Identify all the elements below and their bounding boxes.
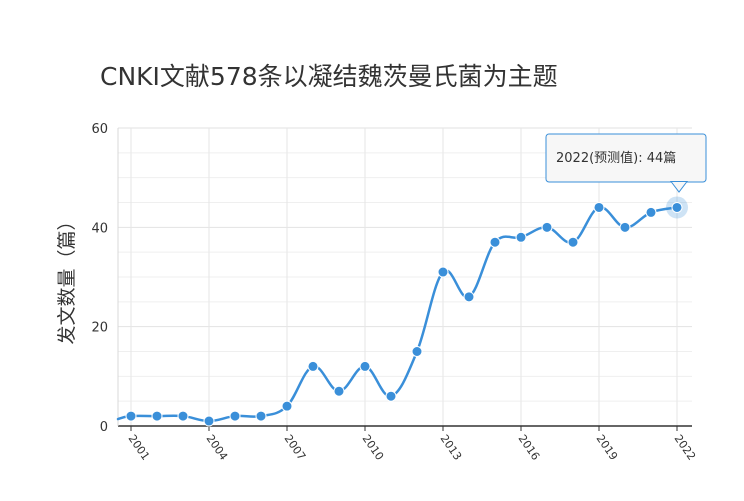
x-tick-label: 2004 [204,432,231,462]
axes [117,128,692,427]
series-line [116,206,679,423]
y-tick-label: 20 [91,321,108,336]
data-point[interactable] [411,346,423,357]
data-point[interactable] [151,410,163,422]
points [125,196,688,427]
data-point[interactable] [359,360,371,372]
data-point[interactable] [281,400,293,412]
data-point[interactable] [385,390,397,402]
chart-title: CNKI文献578条以凝结魏茨曼氏菌为主题 [100,62,558,91]
x-tick-label: 2013 [438,432,465,462]
x-tick-label: 2016 [516,432,543,462]
tooltip-text: 2022(预测值): 44篇 [556,150,676,166]
data-point[interactable] [541,221,553,233]
data-point[interactable] [125,410,137,422]
data-point[interactable] [229,410,241,422]
data-point[interactable] [645,206,657,218]
tooltip-box [545,133,707,183]
y-ticks: 0 20 40 60 [91,122,108,435]
x-tick-label: 2007 [282,432,309,462]
x-tick-label: 2010 [360,432,387,462]
data-point[interactable] [619,221,631,233]
data-point[interactable] [489,236,501,248]
grid [118,127,692,426]
x-tick-label: 2001 [126,432,153,462]
x-ticks: 2001 2004 2007 2010 2013 2016 2019 2022 [126,426,699,463]
data-point[interactable] [255,410,267,422]
x-tick-label: 2022 [672,432,699,462]
data-point[interactable] [203,415,215,427]
y-axis-title-text: 发文数量（篇） [56,211,78,344]
data-point[interactable] [671,201,683,213]
series [116,206,679,423]
data-point[interactable] [437,266,449,278]
y-tick-label: 60 [91,122,108,137]
data-point[interactable] [307,360,319,372]
data-point[interactable] [515,231,527,243]
data-point[interactable] [463,291,475,303]
y-axis-title: 发文数量（篇） [56,211,78,344]
y-tick-label: 0 [100,420,108,435]
data-point[interactable] [593,201,605,213]
data-point[interactable] [177,410,189,422]
data-point[interactable] [567,236,579,248]
x-tick-label: 2019 [594,432,621,462]
data-point[interactable] [333,385,345,397]
tooltip: 2022(预测值): 44篇 [545,133,707,193]
tooltip-arrow [669,181,689,193]
y-tick-label: 40 [91,221,108,236]
